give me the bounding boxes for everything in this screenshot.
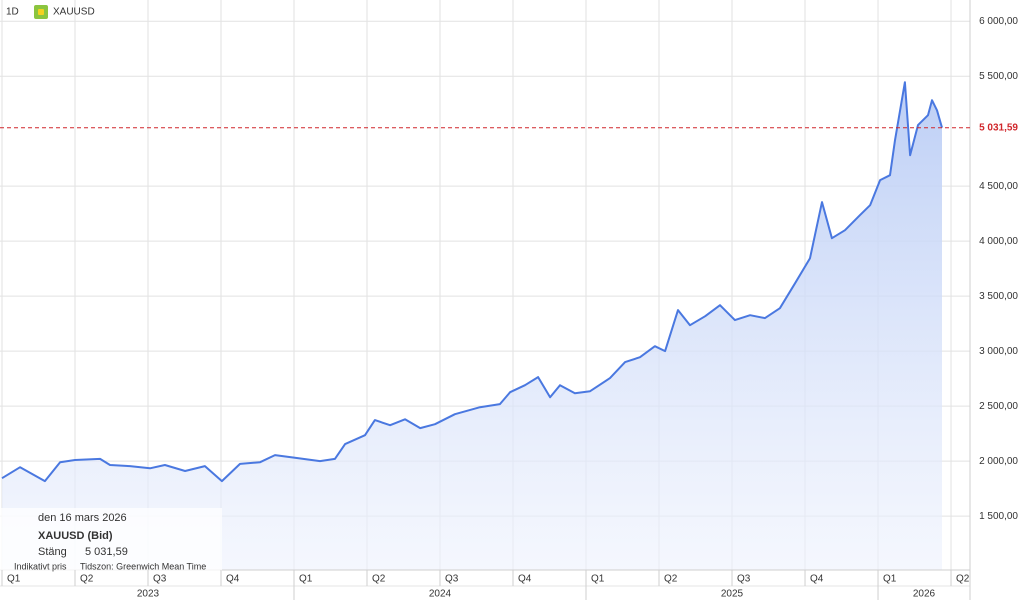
year-label: 2023 (137, 589, 160, 600)
tooltip-date: den 16 mars 2026 (38, 512, 127, 524)
last-price-label: 5 031,59 (979, 122, 1018, 133)
y-tick-label: 6 000,00 (979, 16, 1018, 27)
x-tick-label: Q1 (7, 574, 21, 585)
tooltip-series: XAUUSD (Bid) (38, 530, 113, 542)
y-tick-label: 4 500,00 (979, 181, 1018, 192)
x-tick-label: Q2 (372, 574, 386, 585)
y-tick-label: 5 500,00 (979, 71, 1018, 82)
price-line (1, 81, 943, 483)
y-tick-label: 2 500,00 (979, 401, 1018, 412)
interval[interactable]: 1D (6, 7, 19, 18)
x-tick-label: Q3 (445, 574, 459, 585)
x-tick-label: Q2 (80, 574, 94, 585)
x-tick-label: Q3 (737, 574, 751, 585)
x-tick-label: Q4 (226, 574, 240, 585)
x-tick-label: Q2 (956, 574, 970, 585)
tooltip: den 16 mars 2026 XAUUSD (Bid) Stäng 5 03… (0, 508, 222, 574)
area (2, 82, 942, 570)
y-tick-label: 4 000,00 (979, 236, 1018, 247)
tooltip-close-label: Stäng (38, 546, 67, 558)
year-label: 2025 (721, 589, 744, 600)
x-tick-label: Q1 (591, 574, 605, 585)
x-tick-label: Q4 (518, 574, 532, 585)
y-tick-label: 2 000,00 (979, 456, 1018, 467)
x-tick-label: Q4 (810, 574, 824, 585)
x-tick-label: Q3 (153, 574, 167, 585)
tooltip-box (0, 508, 222, 574)
year-label: 2026 (913, 589, 936, 600)
plot (1, 81, 943, 570)
tooltip-timezone: Tidszon: Greenwich Mean Time (80, 561, 206, 571)
y-tick-label: 3 500,00 (979, 291, 1018, 302)
x-tick-label: Q1 (883, 574, 897, 585)
tooltip-close-value: 5 031,59 (85, 546, 128, 558)
x-tick-label: Q2 (664, 574, 678, 585)
tooltip-note: Indikativt pris (14, 561, 67, 571)
y-tick-label: 3 000,00 (979, 346, 1018, 357)
last-price-box (972, 120, 1022, 135)
symbol-icon-inner (38, 9, 44, 15)
year-label: 2024 (429, 589, 452, 600)
x-tick-label: Q1 (299, 574, 313, 585)
y-tick-label: 1 500,00 (979, 511, 1018, 522)
symbol[interactable]: XAUUSD (53, 7, 95, 18)
